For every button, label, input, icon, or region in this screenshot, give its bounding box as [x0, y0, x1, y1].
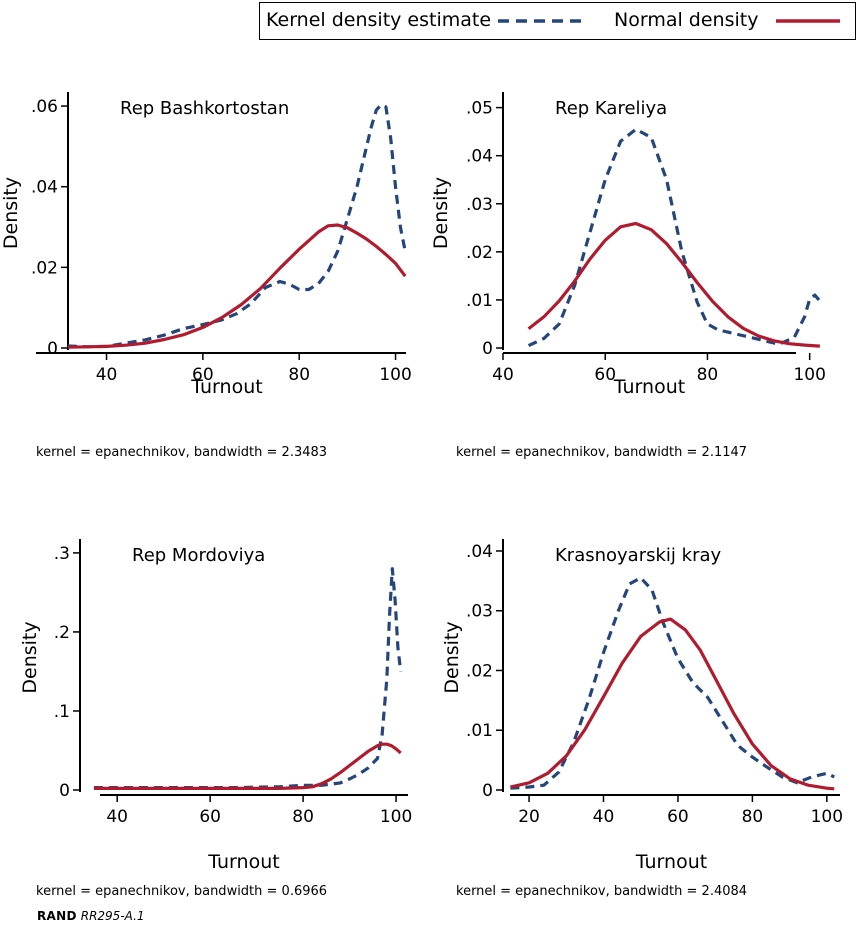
- y-tick-label: 0: [47, 339, 58, 359]
- x-tick-label: 100: [380, 807, 412, 827]
- y-tick-label: .05: [466, 99, 493, 119]
- x-axis-label: Turnout: [635, 851, 707, 873]
- y-axis-label: Density: [441, 621, 463, 693]
- x-tick-label: 100: [379, 365, 411, 385]
- y-tick-label: .01: [466, 721, 493, 741]
- x-tick-label: 60: [667, 807, 689, 827]
- y-tick-label: .2: [54, 623, 70, 643]
- y-tick-label: .02: [31, 258, 58, 278]
- y-axis-label: Density: [19, 621, 41, 693]
- x-tick-label: 40: [106, 807, 128, 827]
- x-tick-label: 60: [199, 807, 221, 827]
- y-tick-label: 0: [482, 781, 493, 801]
- legend-normal-swatch: [776, 19, 840, 23]
- panel-4: 0 .01 .02 .03 .04 20 40 60 80 100 Krasnoyarskij kr…: [441, 539, 843, 899]
- y-axis-label: Density: [0, 177, 22, 249]
- legend-kernel-label: Kernel density estimate: [266, 9, 492, 31]
- y-tick-label: 0: [59, 781, 70, 801]
- y-tick-label: .03: [466, 195, 493, 215]
- kernel-note: kernel = epanechnikov, bandwidth = 2.348…: [36, 445, 327, 460]
- footer-brand: RAND: [37, 909, 77, 923]
- kernel-density-line: [93, 567, 403, 790]
- kernel-note: kernel = epanechnikov, bandwidth = 2.114…: [456, 445, 747, 460]
- y-tick-label: .01: [466, 291, 493, 311]
- kernel-note: kernel = epanechnikov, bandwidth = 0.696…: [36, 884, 327, 899]
- y-tick-label: .04: [466, 542, 493, 562]
- y-tick-label: .3: [54, 544, 70, 564]
- x-tick-label: 100: [811, 807, 843, 827]
- x-tick-label: 60: [192, 365, 214, 385]
- y-tick-label: .02: [466, 243, 493, 263]
- legend-normal-label: Normal density: [614, 9, 759, 31]
- y-tick-label: .04: [466, 147, 493, 167]
- x-tick-label: 40: [593, 807, 615, 827]
- x-tick-label: 40: [96, 365, 118, 385]
- x-tick-label: 40: [492, 365, 514, 385]
- legend: Kernel density estimate Normal density: [259, 2, 856, 40]
- panel-title: Rep Bashkortostan: [120, 98, 289, 119]
- y-tick-label: .04: [31, 178, 58, 198]
- kernel-density-line: [67, 103, 407, 349]
- y-axis-label: Density: [430, 177, 452, 249]
- y-tick-label: .02: [466, 661, 493, 681]
- y-tick-label: .03: [466, 602, 493, 622]
- x-tick-label: 80: [697, 365, 719, 385]
- normal-density-line: [67, 223, 407, 349]
- x-tick-label: 20: [518, 807, 540, 827]
- x-tick-label: 80: [292, 807, 314, 827]
- x-tick-label: 80: [288, 365, 310, 385]
- x-axis-label: Turnout: [613, 376, 685, 398]
- x-axis-label: Turnout: [207, 851, 279, 873]
- panel-2: 0 .01 .02 .03 .04 .05 40 60 80 100 Rep Kareliya Tur…: [430, 92, 826, 460]
- kernel-density-line: [510, 576, 835, 790]
- panel-title: Rep Kareliya: [555, 98, 667, 119]
- normal-density-line: [510, 617, 835, 791]
- x-tick-label: 80: [742, 807, 764, 827]
- normal-density-line: [93, 742, 402, 791]
- x-axis-label: Turnout: [190, 376, 262, 398]
- figure-source: RAND RR295-A.1: [37, 909, 145, 923]
- kernel-note: kernel = epanechnikov, bandwidth = 2.408…: [456, 884, 747, 899]
- x-tick-label: 100: [793, 365, 825, 385]
- y-tick-label: 0: [482, 339, 493, 359]
- y-tick-label: .06: [31, 97, 58, 117]
- panel-title: Rep Mordoviya: [132, 545, 265, 566]
- footer-code: RR295-A.1: [80, 909, 145, 923]
- panel-title: Krasnoyarskij kray: [555, 545, 721, 566]
- x-tick-label: 60: [594, 365, 616, 385]
- normal-density-line: [527, 221, 821, 348]
- legend-kernel-swatch: [498, 19, 588, 23]
- kernel-density-line: [527, 127, 822, 348]
- y-tick-label: .1: [54, 702, 70, 722]
- panel-3: 0 .1 .2 .3 40 60 80 100 Rep Mordoviya Turnout Dens…: [19, 539, 412, 899]
- panel-1: 0 .02 .04 .06 40 60 80 100 Rep Bashkortostan Turn…: [0, 92, 412, 460]
